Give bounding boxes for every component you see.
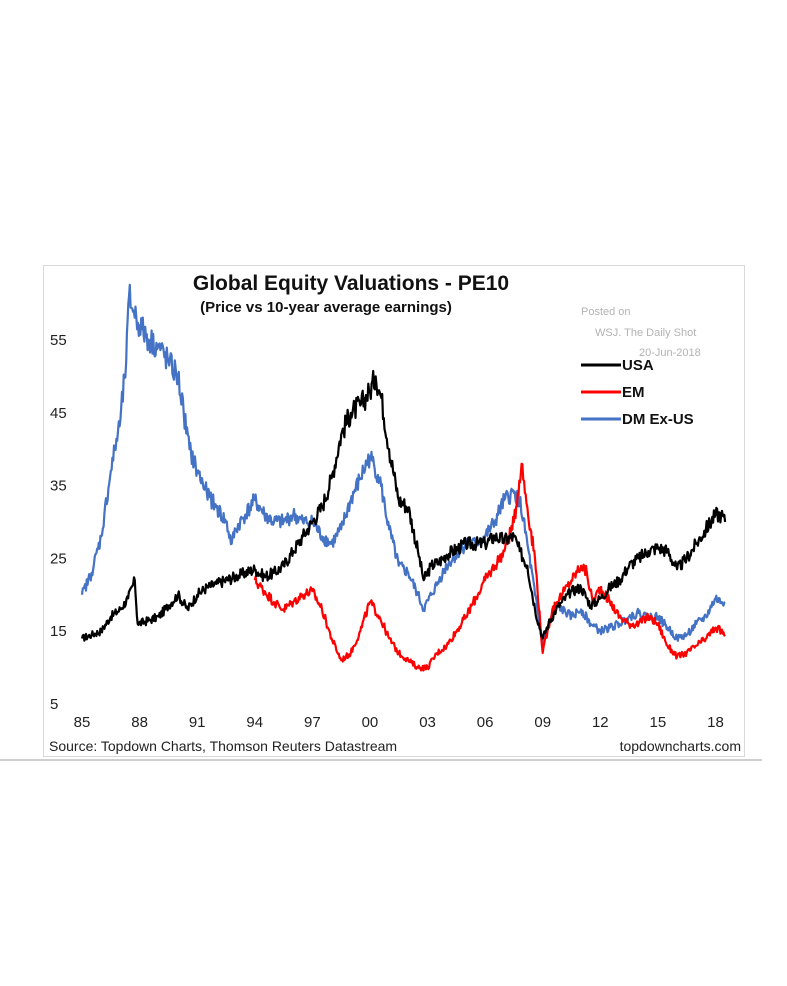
series-lines <box>80 283 727 672</box>
watermark-line-1: Posted on <box>581 306 631 318</box>
x-axis: 85 88 91 94 97 00 03 06 09 12 15 18 <box>74 714 724 731</box>
pe10-chart: Global Equity Valuations - PE10 (Price v… <box>49 272 741 754</box>
legend-label: EM <box>622 384 645 401</box>
x-tick-label: 91 <box>189 714 206 731</box>
y-tick-label: 45 <box>50 405 67 422</box>
y-tick-label: 35 <box>50 478 67 495</box>
x-tick-label: 15 <box>650 714 667 731</box>
x-tick-label: 18 <box>707 714 724 731</box>
y-tick-label: 15 <box>50 623 67 640</box>
x-tick-label: 06 <box>477 714 494 731</box>
x-tick-label: 97 <box>304 714 321 731</box>
series-line-em <box>253 462 726 672</box>
chart-frame: Global Equity Valuations - PE10 (Price v… <box>43 265 745 757</box>
x-tick-label: 03 <box>419 714 436 731</box>
x-tick-label: 12 <box>592 714 609 731</box>
x-tick-label: 09 <box>534 714 551 731</box>
watermark-line-2: WSJ. The Daily Shot <box>595 327 696 339</box>
chart-title: Global Equity Valuations - PE10 <box>193 272 509 295</box>
legend-label: DM Ex-US <box>622 411 694 428</box>
chart-subtitle: (Price vs 10-year average earnings) <box>200 299 452 316</box>
brand-link[interactable]: topdowncharts.com <box>620 738 741 754</box>
legend-label: USA <box>622 357 654 374</box>
x-tick-label: 88 <box>131 714 148 731</box>
y-tick-label: 25 <box>50 550 67 567</box>
x-tick-label: 85 <box>74 714 91 731</box>
source-note: Source: Topdown Charts, Thomson Reuters … <box>49 738 397 754</box>
series-line-usa <box>80 369 727 642</box>
x-tick-label: 00 <box>362 714 379 731</box>
y-axis: 55 45 35 25 15 5 <box>50 332 67 713</box>
y-tick-label: 5 <box>50 696 58 713</box>
bottom-rule <box>0 759 762 761</box>
y-tick-label: 55 <box>50 332 67 349</box>
series-line-dm-ex-us <box>80 283 726 647</box>
legend: USA EM DM Ex-US <box>581 357 694 428</box>
watermark-line-3: 20-Jun-2018 <box>639 347 701 359</box>
x-tick-label: 94 <box>246 714 263 731</box>
